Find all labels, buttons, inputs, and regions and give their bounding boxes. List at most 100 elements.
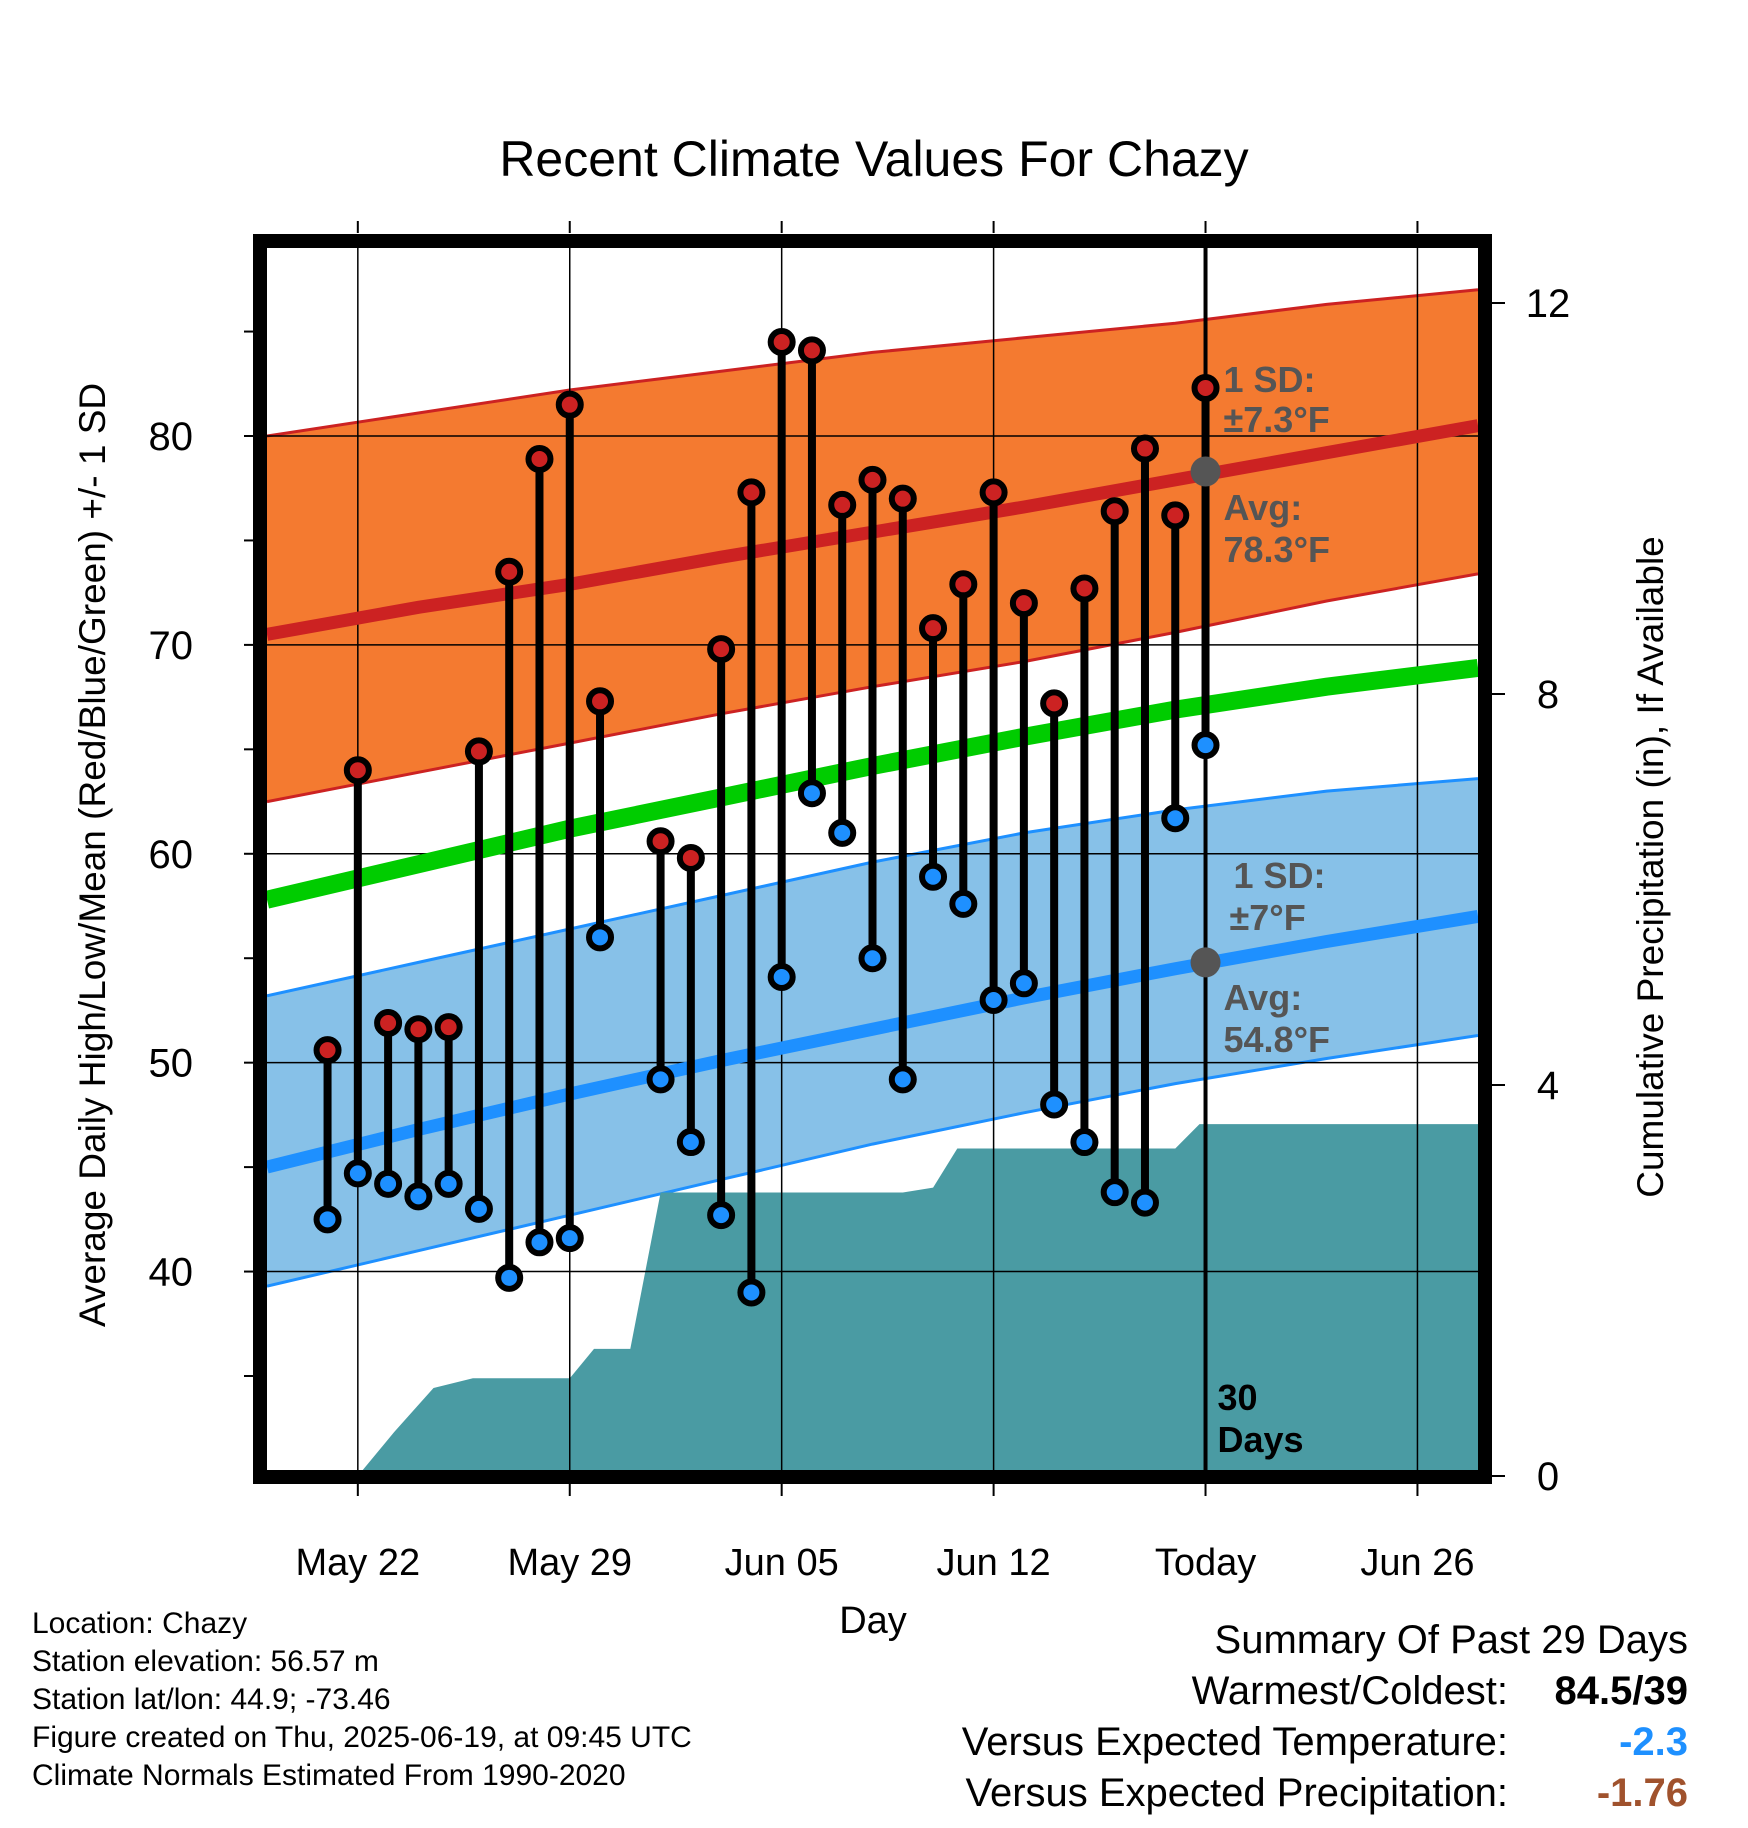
daily-high-marker xyxy=(767,328,796,356)
low-sd-value: ±7°F xyxy=(1230,897,1306,938)
daily-high-marker xyxy=(828,490,857,519)
x-tick-label: Jun 26 xyxy=(1360,1542,1474,1584)
normals-text: Climate Normals Estimated From 1990-2020 xyxy=(32,1759,626,1792)
precip-departure-value: -1.76 xyxy=(1596,1771,1688,1815)
daily-high-marker xyxy=(1130,434,1159,463)
y-tick-label: 40 xyxy=(149,1251,194,1295)
daily-high-marker xyxy=(919,614,948,643)
location-text: Location: Chazy xyxy=(32,1607,248,1640)
daily-low-marker xyxy=(1009,969,1038,998)
daily-high-marker xyxy=(888,484,917,513)
high-avg-label: Avg: xyxy=(1224,487,1303,528)
y-tick-label: 50 xyxy=(149,1042,194,1086)
daily-low-marker xyxy=(343,1159,372,1188)
temp-departure-label: Versus Expected Temperature: xyxy=(961,1720,1508,1764)
y2-tick-label: 4 xyxy=(1537,1064,1559,1108)
daily-low-marker xyxy=(919,862,948,891)
daily-high-marker xyxy=(343,756,372,785)
high-sd-value: ±7.3°F xyxy=(1224,399,1330,440)
daily-low-marker xyxy=(495,1263,524,1292)
low-band-lower-edge xyxy=(267,1034,1478,1288)
y2-tick-label: 8 xyxy=(1537,673,1559,717)
daily-low-marker xyxy=(1130,1188,1159,1217)
elevation-text: Station elevation: 56.57 m xyxy=(32,1645,379,1678)
daily-high-marker xyxy=(1070,574,1099,603)
latlon-text: Station lat/lon: 44.9; -73.46 xyxy=(32,1683,391,1716)
daily-high-marker xyxy=(797,336,826,365)
y-axis-label: Average Daily High/Low/Mean (Red/Blue/Gr… xyxy=(72,383,113,1327)
x-tick-label: May 22 xyxy=(296,1542,421,1584)
daily-low-marker xyxy=(586,923,615,952)
high-avg-value: 78.3°F xyxy=(1224,529,1330,570)
x-tick-label: Jun 05 xyxy=(725,1542,839,1584)
high-sd-label: 1 SD: xyxy=(1224,359,1316,400)
daily-high-marker xyxy=(374,1008,403,1037)
y2-tick-label: 0 xyxy=(1537,1455,1559,1499)
y-tick-label: 80 xyxy=(149,415,194,459)
daily-low-marker xyxy=(707,1201,736,1230)
temp-departure-row: Versus Expected Temperature: -2.3 xyxy=(962,1717,1688,1768)
daily-high-marker xyxy=(707,635,736,664)
daily-low-marker xyxy=(828,818,857,847)
daily-low-marker xyxy=(979,986,1008,1014)
daily-high-marker xyxy=(676,843,705,872)
summary-title: Summary Of Past 29 Days xyxy=(1214,1618,1688,1662)
daily-high-marker xyxy=(1009,589,1038,618)
daily-high-marker xyxy=(555,390,584,419)
daily-high-marker xyxy=(464,737,493,766)
daily-low-marker xyxy=(1040,1090,1069,1119)
daily-low-marker xyxy=(858,944,887,973)
low-avg-point xyxy=(1190,947,1221,978)
daily-high-marker xyxy=(404,1015,433,1044)
daily-low-marker xyxy=(949,889,978,918)
daily-low-marker xyxy=(1070,1128,1099,1157)
daily-low-marker xyxy=(464,1194,493,1223)
daily-high-marker xyxy=(1100,497,1129,526)
days-label-text: Days xyxy=(1218,1419,1304,1460)
warmest-value: 84.5/39 xyxy=(1554,1669,1688,1713)
daily-low-marker xyxy=(797,779,826,808)
warmest-label: Warmest/Coldest: xyxy=(1191,1669,1508,1713)
warmest-coldest-row: Warmest/Coldest: 84.5/39 xyxy=(962,1666,1688,1717)
daily-high-marker xyxy=(737,478,766,507)
low-sd-label: 1 SD: xyxy=(1234,855,1326,896)
plot-frame xyxy=(253,234,1492,1484)
daily-low-marker xyxy=(888,1065,917,1094)
daily-high-marker xyxy=(313,1036,342,1065)
daily-low-marker xyxy=(737,1278,766,1307)
precipitation-area xyxy=(362,1124,1478,1470)
chart-title: Recent Climate Values For Chazy xyxy=(499,131,1249,187)
daily-high-marker xyxy=(495,557,524,586)
created-text: Figure created on Thu, 2025-06-19, at 09… xyxy=(32,1721,692,1754)
daily-high-marker xyxy=(949,570,978,599)
daily-low-marker xyxy=(1191,731,1220,760)
temp-departure-value: -2.3 xyxy=(1619,1720,1688,1764)
daily-high-marker xyxy=(646,827,675,856)
high-band-upper-edge xyxy=(267,288,1478,438)
daily-high-marker xyxy=(858,465,887,494)
days-label-number: 30 xyxy=(1218,1377,1258,1418)
daily-high-marker xyxy=(1191,373,1220,402)
x-tick-label: May 29 xyxy=(507,1542,632,1584)
daily-low-marker xyxy=(374,1169,403,1198)
daily-low-marker xyxy=(525,1228,554,1257)
daily-low-marker xyxy=(1161,804,1190,833)
low-avg-value: 54.8°F xyxy=(1224,1019,1330,1060)
daily-low-marker xyxy=(404,1182,433,1211)
daily-low-marker xyxy=(646,1065,675,1094)
daily-low-marker xyxy=(1100,1178,1129,1207)
daily-low-marker xyxy=(676,1128,705,1157)
daily-high-marker xyxy=(525,444,554,473)
low-avg-label: Avg: xyxy=(1224,977,1303,1018)
precip-departure-row: Versus Expected Precipitation: -1.76 xyxy=(962,1768,1688,1819)
station-info: Location: Chazy Station elevation: 56.57… xyxy=(32,1605,692,1795)
high-avg-point xyxy=(1190,456,1221,487)
low-normal-line xyxy=(267,909,1478,1174)
y2-tick-label: 12 xyxy=(1526,282,1571,326)
daily-low-marker xyxy=(434,1169,463,1198)
daily-high-marker xyxy=(586,687,615,716)
x-tick-label: Jun 12 xyxy=(937,1542,1051,1584)
